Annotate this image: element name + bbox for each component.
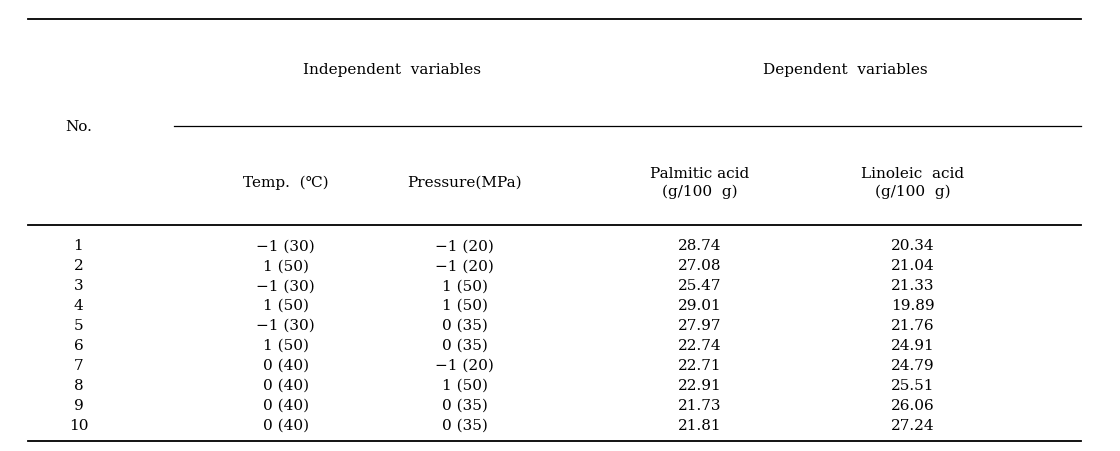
Text: 0 (40): 0 (40)	[262, 358, 309, 372]
Text: 3: 3	[74, 279, 83, 293]
Text: 27.97: 27.97	[679, 318, 721, 332]
Text: −1 (20): −1 (20)	[436, 239, 494, 253]
Text: 1 (50): 1 (50)	[441, 378, 488, 392]
Text: 1 (50): 1 (50)	[262, 338, 309, 352]
Text: Pressure(MPa): Pressure(MPa)	[408, 176, 522, 189]
Text: 28.74: 28.74	[679, 239, 721, 253]
Text: 4: 4	[74, 299, 83, 313]
Text: 0 (35): 0 (35)	[442, 418, 487, 432]
Text: Dependent  variables: Dependent variables	[764, 63, 927, 77]
Text: 20.34: 20.34	[892, 239, 934, 253]
Text: No.: No.	[65, 120, 92, 133]
Text: Temp.  (℃): Temp. (℃)	[243, 175, 328, 190]
Text: 26.06: 26.06	[890, 398, 935, 412]
Text: −1 (30): −1 (30)	[256, 239, 315, 253]
Text: 24.91: 24.91	[890, 338, 935, 352]
Text: −1 (20): −1 (20)	[436, 358, 494, 372]
Text: −1 (30): −1 (30)	[256, 318, 315, 332]
Text: 1 (50): 1 (50)	[262, 259, 309, 273]
Text: 19.89: 19.89	[892, 299, 934, 313]
Text: 7: 7	[74, 358, 83, 372]
Text: 21.33: 21.33	[892, 279, 934, 293]
Text: Independent  variables: Independent variables	[304, 63, 480, 77]
Text: 2: 2	[74, 259, 83, 273]
Text: 21.81: 21.81	[679, 418, 721, 432]
Text: 0 (40): 0 (40)	[262, 398, 309, 412]
Text: 27.24: 27.24	[892, 418, 934, 432]
Text: 0 (40): 0 (40)	[262, 378, 309, 392]
Text: 22.74: 22.74	[679, 338, 721, 352]
Text: 21.73: 21.73	[679, 398, 721, 412]
Text: Linoleic  acid
(g/100  g): Linoleic acid (g/100 g)	[861, 167, 964, 198]
Text: 21.76: 21.76	[892, 318, 934, 332]
Text: 1: 1	[74, 239, 83, 253]
Text: 6: 6	[74, 338, 83, 352]
Text: 29.01: 29.01	[678, 299, 722, 313]
Text: 0 (35): 0 (35)	[442, 398, 487, 412]
Text: −1 (20): −1 (20)	[436, 259, 494, 273]
Text: 22.91: 22.91	[678, 378, 722, 392]
Text: 25.47: 25.47	[679, 279, 721, 293]
Text: 22.71: 22.71	[679, 358, 721, 372]
Text: −1 (30): −1 (30)	[256, 279, 315, 293]
Text: 1 (50): 1 (50)	[262, 299, 309, 313]
Text: 9: 9	[74, 398, 83, 412]
Text: 0 (40): 0 (40)	[262, 418, 309, 432]
Text: 27.08: 27.08	[679, 259, 721, 273]
Text: 10: 10	[68, 418, 88, 432]
Text: 5: 5	[74, 318, 83, 332]
Text: Palmitic acid
(g/100  g): Palmitic acid (g/100 g)	[651, 167, 749, 198]
Text: 25.51: 25.51	[892, 378, 934, 392]
Text: 1 (50): 1 (50)	[441, 279, 488, 293]
Text: 1 (50): 1 (50)	[441, 299, 488, 313]
Text: 8: 8	[74, 378, 83, 392]
Text: 0 (35): 0 (35)	[442, 318, 487, 332]
Text: 0 (35): 0 (35)	[442, 338, 487, 352]
Text: 21.04: 21.04	[890, 259, 935, 273]
Text: 24.79: 24.79	[892, 358, 934, 372]
